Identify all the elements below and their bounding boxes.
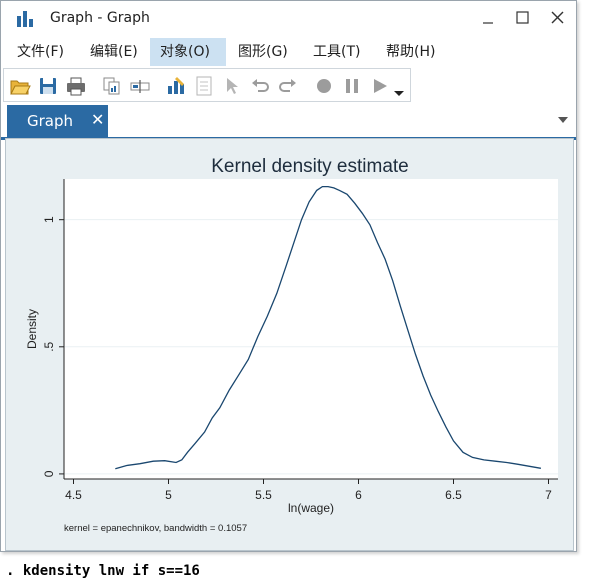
play-icon	[374, 79, 387, 93]
y-tick-label: 0	[42, 470, 56, 477]
menu-tools[interactable]: 工具(T)	[313, 44, 361, 60]
y-tick-label: .5	[42, 341, 56, 351]
density-chart: Kernel density estimate 0 .5 1 4.5 5 5.5 6 6.5 7…	[6, 139, 573, 550]
x-axis-label: ln(wage)	[288, 501, 334, 515]
dropdown-icon[interactable]	[392, 75, 406, 97]
maximize-icon[interactable]	[507, 7, 537, 29]
menu-help[interactable]: 帮助(H)	[386, 44, 436, 60]
tab-graph[interactable]: Graph ✕	[7, 105, 108, 137]
x-tick-label: 5.5	[255, 488, 272, 502]
plot-region	[64, 179, 558, 479]
graph-area: Kernel density estimate 0 .5 1 4.5 5 5.5 6 6.5 7…	[5, 138, 574, 551]
y-axis-label: Density	[25, 309, 39, 349]
toolbar	[3, 68, 411, 102]
chart-title: Kernel density estimate	[211, 156, 409, 177]
x-tick-label: 7	[545, 488, 552, 502]
menu-bar: 文件(F) 编辑(E) 对象(O) 图形(G) 工具(T) 帮助(H)	[1, 38, 576, 66]
minimize-icon[interactable]	[473, 7, 503, 29]
gridlines	[64, 219, 558, 475]
y-tick-label: 1	[42, 216, 56, 223]
graph-editor-icon[interactable]	[165, 75, 187, 97]
pointer-icon	[227, 78, 238, 94]
x-tick-label: 6.5	[445, 488, 462, 502]
tab-list-dropdown-icon[interactable]	[557, 115, 569, 125]
tab-strip: Graph ✕	[1, 105, 576, 140]
record-icon	[317, 79, 331, 93]
close-icon[interactable]	[543, 7, 573, 29]
properties-icon	[196, 76, 212, 96]
rename-icon[interactable]	[129, 75, 151, 97]
redo-icon	[279, 79, 296, 92]
graph-window: Graph - Graph 文件(F) 编辑(E) 对象(O) 图形(G) 工具…	[0, 0, 577, 552]
copy-graph-icon[interactable]	[101, 75, 123, 97]
chart-note: kernel = epanechnikov, bandwidth = 0.105…	[64, 523, 247, 534]
x-tick-label: 4.5	[65, 488, 82, 502]
menu-file[interactable]: 文件(F)	[17, 44, 64, 60]
window-title: Graph - Graph	[50, 10, 150, 26]
density-curve	[115, 185, 542, 470]
tab-label: Graph	[27, 112, 74, 130]
menu-object[interactable]: 对象(O)	[150, 38, 226, 66]
stata-graph-icon	[17, 11, 33, 27]
menu-edit[interactable]: 编辑(E)	[90, 44, 138, 60]
menu-graph[interactable]: 图形(G)	[238, 44, 288, 60]
save-icon[interactable]	[37, 75, 59, 97]
undo-icon	[252, 79, 269, 92]
open-icon[interactable]	[9, 75, 31, 97]
x-tick-label: 5	[165, 488, 172, 502]
tab-close-icon[interactable]: ✕	[91, 110, 105, 129]
print-icon[interactable]	[65, 75, 87, 97]
pause-icon	[346, 79, 358, 93]
command-line: . kdensity lnw if s==16	[6, 563, 200, 579]
x-tick-label: 6	[355, 488, 362, 502]
axes: 0 .5 1 4.5 5 5.5 6 6.5 7	[42, 179, 558, 502]
title-bar[interactable]: Graph - Graph	[1, 1, 576, 35]
